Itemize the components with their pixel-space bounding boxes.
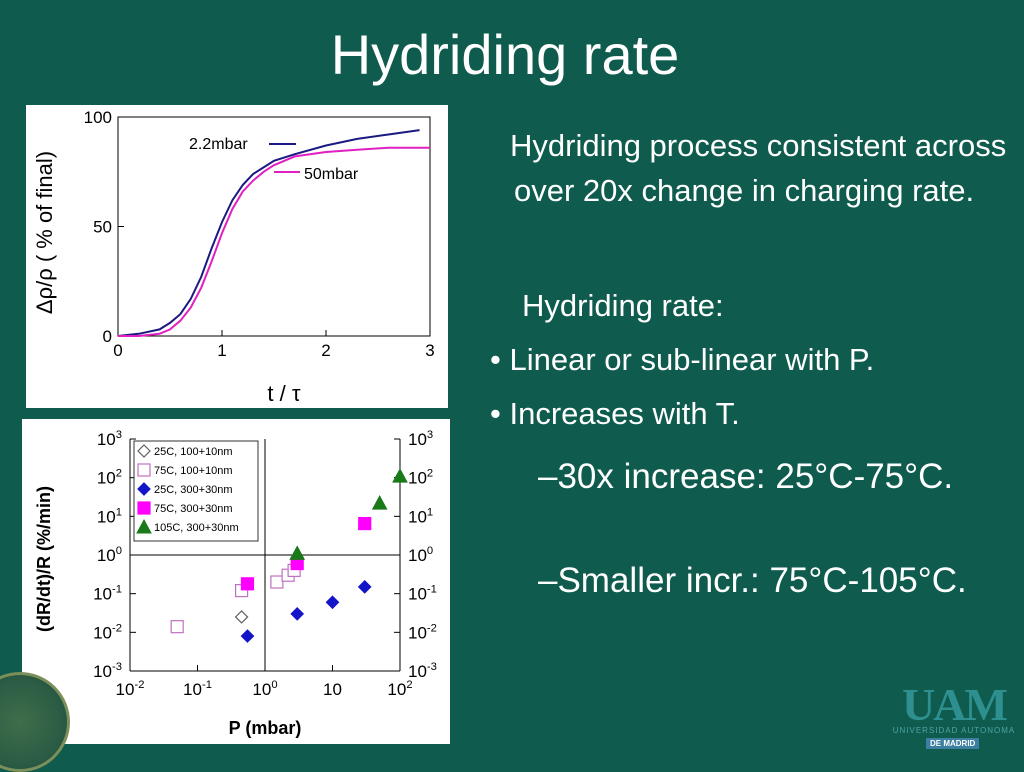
x-axis-label: P (mbar) [229,718,302,738]
y-tick-label: 100 [97,545,122,565]
x-tick-label: 1 [217,341,226,360]
x-tick-label: 100 [252,679,277,699]
y-tick-label-right: 103 [408,429,433,449]
uam-logo-line2: DE MADRID [926,738,980,749]
hydriding-curve-chart: 0 1 2 3 0 50 100 t / τ Δρ/ρ ( % of final) 2.2mbar… [26,105,448,408]
y-tick-label: 103 [97,429,122,449]
intro-paragraph: Hydriding process consistent across over… [510,128,1007,208]
legend-marker [137,463,151,477]
legend-box [133,440,259,542]
x-tick-label: 102 [387,679,412,699]
y-tick-label: 50 [93,218,112,237]
y-tick-label-right: 101 [408,506,433,526]
data-point-s5 [289,545,306,560]
uam-logo-line1: UNIVERSIDAD AUTONOMA [892,726,1016,735]
rate-heading: Hydriding rate: [522,288,724,323]
uam-logo-letters: UAM [902,679,1008,730]
sub-bullet-item: –30x increase: 25°C-75°C. [538,457,954,496]
series-line-2 [118,146,430,337]
x-tick-label: 10-1 [183,679,212,699]
legend-label: 50mbar [304,166,359,183]
y-tick-label: 10-3 [93,661,122,681]
sub-bullet-item: –Smaller incr.: 75°C-105°C. [538,561,967,600]
data-point-s3 [357,580,372,594]
x-tick-label: 2 [321,341,330,360]
y-tick-label: 100 [84,108,112,127]
y-tick-label-right: 10-3 [408,661,437,681]
data-point-s3 [290,607,305,621]
data-point-s4 [240,577,255,591]
data-point-s5 [371,495,388,510]
legend-label: 25C, 100+10nm [154,446,233,458]
legend-label: 105C, 300+30nm [154,522,239,534]
series-line-1 [117,129,420,337]
hydriding-curve-svg: 0 1 2 3 0 50 100 t / τ Δρ/ρ ( % of final) 2.2mbar… [32,108,435,406]
data-point-s3 [325,595,340,610]
y-tick-label: 102 [97,468,122,488]
bullet-text: Linear or sub-linear with P. [509,342,875,377]
y-tick-label: 101 [97,506,122,526]
data-point-s2 [270,575,284,589]
x-tick-label: 10 [323,680,342,699]
legend-label: 75C, 300+30nm [154,503,233,515]
data-point-s3 [240,629,255,643]
data-point-s4 [358,516,372,531]
legend-marker [137,482,151,496]
y-tick-label-right: 10-2 [408,622,437,642]
legend-marker [137,444,151,458]
bullet-text: Increases with T. [509,396,740,431]
y-tick-label-right: 10-1 [408,584,437,604]
x-tick-label: 10-2 [116,679,145,699]
bullet-dot: • [490,342,501,377]
bullet-item: • Linear or sub-linear with P. [490,342,874,378]
y-tick-label-right: 100 [408,545,433,565]
legend-label: 2.2mbar [189,136,248,153]
legend-marker [137,501,151,515]
legend-marker [136,518,152,534]
y-tick-label-right: 102 [408,468,433,488]
x-tick-label: 3 [425,341,434,360]
data-point-s1 [234,610,249,624]
legend-label: 75C, 100+10nm [154,465,233,477]
y-axis-label: (dR/dt)/R (%/min) [34,486,54,632]
y-tick-label: 0 [103,327,112,346]
hydriding-rate-chart: 10-3 10-3 10-2 10-2 10-1 10-1 100 100 101 101 102 1… [22,419,450,744]
x-tick-label: 0 [113,341,122,360]
data-point-s2 [170,620,184,634]
y-axis-label: Δρ/ρ ( % of final) [32,151,57,314]
legend-label: 25C, 300+30nm [154,484,233,496]
slide-title: Hydriding rate [330,23,680,86]
bullet-dot: • [490,396,501,431]
y-tick-label: 10-1 [93,584,122,604]
uam-logo: UAM UNIVERSIDAD AUTONOMA DE MADRID [888,678,1020,752]
data-point-s5 [392,468,408,483]
x-axis-label: t / τ [267,381,300,406]
bullet-item: • Increases with T. [490,396,740,432]
plot-frame [117,116,431,337]
y-tick-label: 10-2 [93,622,122,642]
